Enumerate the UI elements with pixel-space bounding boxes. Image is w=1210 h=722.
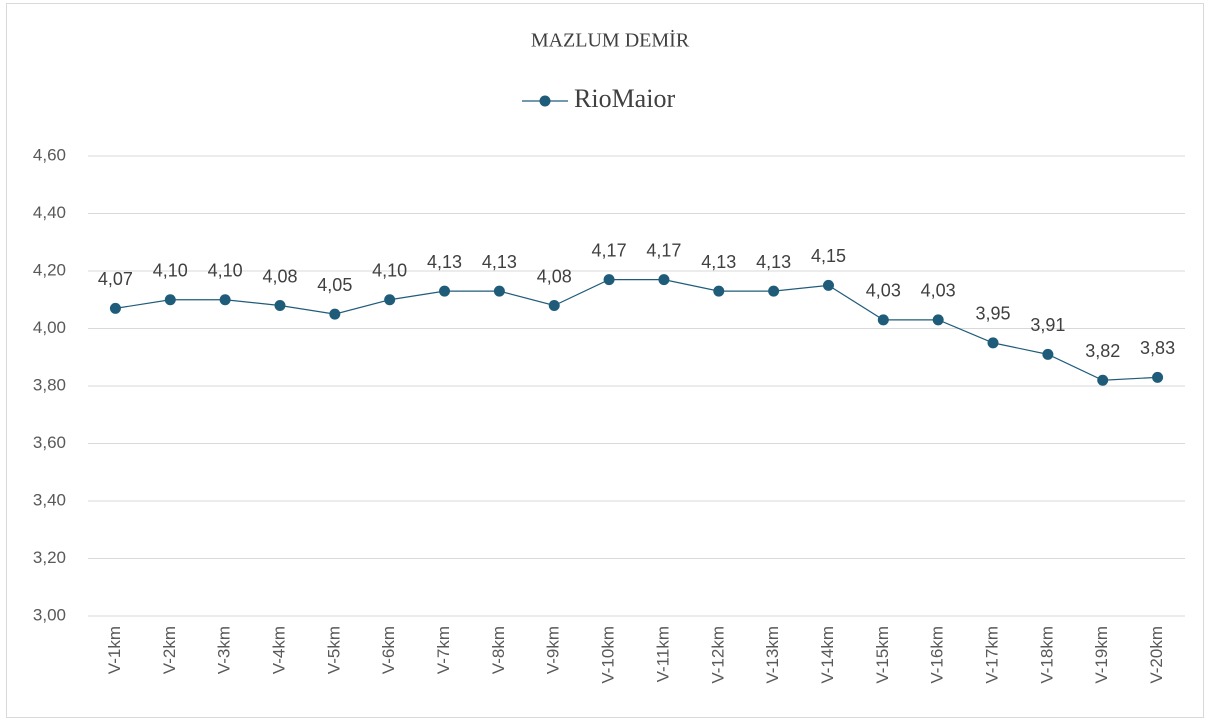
data-label: 4,15 — [811, 246, 846, 266]
data-point — [164, 294, 176, 306]
x-tick-label: V-3km — [215, 626, 234, 674]
data-label: 3,91 — [1030, 315, 1065, 335]
data-point — [109, 302, 121, 314]
x-tick-label: V-16km — [928, 626, 947, 684]
data-point — [658, 274, 670, 286]
chart-frame — [6, 3, 1204, 718]
x-tick-label: V-6km — [379, 626, 398, 674]
x-tick-label: V-7km — [434, 626, 453, 674]
x-tick-label: V-4km — [269, 626, 288, 674]
x-tick-label: V-12km — [708, 626, 727, 684]
data-label: 3,95 — [976, 304, 1011, 324]
data-label: 4,07 — [98, 269, 133, 289]
data-point — [713, 285, 725, 297]
data-point — [987, 337, 999, 349]
y-tick-label: 4,20 — [33, 260, 66, 279]
data-point — [932, 314, 944, 326]
y-tick-label: 4,00 — [33, 318, 66, 337]
data-label: 4,10 — [372, 261, 407, 281]
x-tick-label: V-18km — [1037, 626, 1056, 684]
data-label: 4,13 — [756, 252, 791, 272]
x-tick-label: V-13km — [763, 626, 782, 684]
data-point — [1097, 374, 1109, 386]
y-tick-label: 3,60 — [33, 433, 66, 452]
y-tick-label: 4,40 — [33, 203, 66, 222]
data-point — [603, 274, 615, 286]
data-point — [1152, 371, 1164, 383]
x-tick-label: V-10km — [599, 626, 618, 684]
chart-title: MAZLUM DEMİR — [531, 29, 690, 52]
legend-label: RioMaior — [574, 84, 675, 113]
data-point — [493, 285, 505, 297]
x-tick-label: V-8km — [489, 626, 508, 674]
data-label: 4,13 — [701, 252, 736, 272]
x-tick-label: V-9km — [544, 626, 563, 674]
data-label: 4,10 — [208, 261, 243, 281]
x-tick-label: V-14km — [818, 626, 837, 684]
data-label: 4,10 — [153, 261, 188, 281]
y-tick-label: 3,00 — [33, 605, 66, 624]
data-label: 4,13 — [482, 252, 517, 272]
data-label: 4,17 — [646, 240, 681, 260]
data-point — [768, 285, 780, 297]
x-tick-label: V-11km — [653, 626, 672, 682]
x-tick-label: V-20km — [1147, 626, 1166, 684]
data-label: 4,05 — [317, 275, 352, 295]
data-label: 4,03 — [866, 281, 901, 301]
data-label: 3,82 — [1085, 341, 1120, 361]
y-tick-label: 3,40 — [33, 490, 66, 509]
y-tick-label: 3,80 — [33, 375, 66, 394]
legend-marker — [539, 95, 551, 107]
data-point — [548, 300, 560, 311]
x-tick-label: V-5km — [324, 626, 343, 674]
x-tick-label: V-19km — [1092, 626, 1111, 684]
data-point — [439, 285, 451, 297]
data-label: 4,08 — [262, 266, 297, 286]
y-tick-label: 4,60 — [33, 145, 66, 164]
data-label: 4,03 — [921, 281, 956, 301]
data-point — [329, 308, 341, 320]
data-label: 4,17 — [592, 240, 627, 260]
x-tick-label: V-17km — [983, 626, 1002, 684]
data-point — [1042, 348, 1054, 360]
data-label: 4,13 — [427, 252, 462, 272]
y-tick-label: 3,20 — [33, 548, 66, 567]
data-point — [219, 294, 231, 306]
data-label: 3,83 — [1140, 338, 1175, 358]
x-tick-label: V-1km — [105, 626, 124, 674]
data-point — [384, 294, 396, 306]
series-line — [115, 279, 1158, 381]
data-point — [274, 300, 286, 311]
data-point — [877, 314, 889, 326]
data-label: 4,08 — [537, 266, 572, 286]
x-tick-label: V-2km — [160, 626, 179, 674]
data-point — [822, 279, 834, 291]
x-tick-label: V-15km — [873, 626, 892, 684]
